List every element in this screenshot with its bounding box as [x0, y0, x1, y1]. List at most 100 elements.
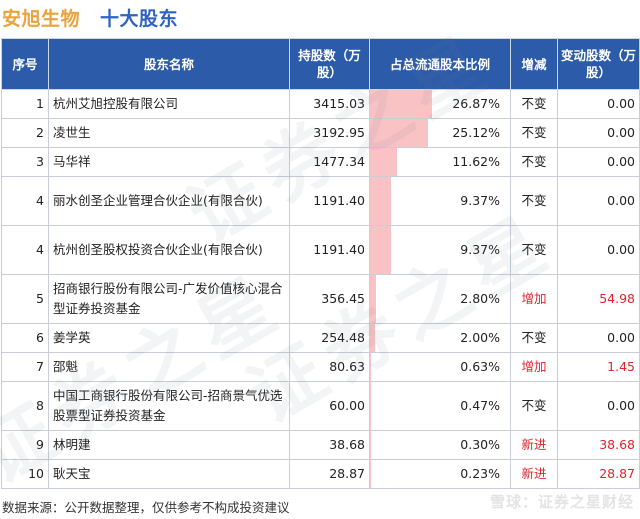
ratio-value: 0.30% [460, 437, 500, 452]
ratio-value: 9.37% [460, 242, 500, 257]
cell-change-shares: 0.00 [557, 118, 640, 148]
cell-shareholder-name: 中国工商银行股份有限公司-招商景气优选股票型证券投资基金 [48, 381, 290, 431]
ratio-bar [370, 431, 371, 459]
cell-shareholder-name: 招商银行股份有限公司-广发价值核心混合型证券投资基金 [48, 274, 290, 324]
cell-shareholder-name: 姜学英 [48, 323, 290, 353]
cell-rank: 7 [1, 352, 49, 382]
cell-ratio: 9.37% [369, 225, 511, 275]
cell-change-shares: 0.00 [557, 176, 640, 226]
cell-change: 不变 [510, 323, 558, 353]
cell-shares: 3415.03 [289, 89, 370, 119]
col-header-shares: 持股数（万股） [289, 38, 370, 90]
ratio-bar [370, 382, 372, 430]
ratio-value: 9.37% [460, 193, 500, 208]
cell-change: 新进 [510, 430, 558, 460]
ratio-value: 11.62% [452, 154, 500, 169]
ratio-bar [370, 353, 372, 381]
table-row: 2 凌世生 3192.95 25.12% 不变 0.00 [1, 118, 640, 148]
table-row: 6 姜学英 254.48 2.00% 不变 0.00 [1, 323, 640, 353]
company-title: 安旭生物 [2, 8, 81, 30]
cell-rank: 4 [1, 176, 49, 226]
cell-shares: 356.45 [289, 274, 370, 324]
ratio-bar [370, 324, 375, 352]
cell-change-shares: 54.98 [557, 274, 640, 324]
cell-shareholder-name: 杭州创圣股权投资合伙企业(有限合伙) [48, 225, 290, 275]
cell-shares: 3192.95 [289, 118, 370, 148]
table-row: 9 林明建 38.68 0.30% 新进 38.68 [1, 430, 640, 460]
cell-ratio: 0.23% [369, 459, 511, 489]
cell-shareholder-name: 邵魁 [48, 352, 290, 382]
ratio-value: 2.80% [460, 291, 500, 306]
cell-change-shares: 38.68 [557, 430, 640, 460]
cell-shareholder-name: 马华祥 [48, 147, 290, 177]
table-row: 8 中国工商银行股份有限公司-招商景气优选股票型证券投资基金 60.00 0.47% 不… [1, 381, 640, 431]
col-header-rank: 序号 [1, 38, 49, 90]
cell-shareholder-name: 耿天宝 [48, 459, 290, 489]
ratio-bar [370, 275, 377, 323]
watermark-stamp: 雪球：证券之星财经 [489, 493, 634, 511]
ratio-bar [370, 177, 392, 225]
cell-change-shares: 0.00 [557, 323, 640, 353]
cell-ratio: 2.00% [369, 323, 511, 353]
cell-change-shares: 0.00 [557, 147, 640, 177]
cell-rank: 8 [1, 381, 49, 431]
cell-change: 不变 [510, 381, 558, 431]
cell-change-shares: 0.00 [557, 89, 640, 119]
col-header-change-shares: 变动股数（万股） [557, 38, 640, 90]
cell-shares: 1191.40 [289, 176, 370, 226]
cell-ratio: 0.47% [369, 381, 511, 431]
cell-change-shares: 0.00 [557, 381, 640, 431]
cell-change: 新进 [510, 459, 558, 489]
ratio-value: 26.87% [452, 96, 500, 111]
ratio-bar [370, 226, 392, 274]
table-row: 5 招商银行股份有限公司-广发价值核心混合型证券投资基金 356.45 2.80% 增加… [1, 274, 640, 324]
ratio-value: 0.23% [460, 466, 500, 481]
cell-change: 不变 [510, 225, 558, 275]
cell-shares: 60.00 [289, 381, 370, 431]
table-row: 3 马华祥 1477.34 11.62% 不变 0.00 [1, 147, 640, 177]
cell-rank: 1 [1, 89, 49, 119]
cell-rank: 5 [1, 274, 49, 324]
cell-shares: 38.68 [289, 430, 370, 460]
cell-change-shares: 1.45 [557, 352, 640, 382]
table-body: 1 杭州艾旭控股有限公司 3415.03 26.87% 不变 0.00 2 凌世生 3192.9… [1, 89, 640, 489]
cell-ratio: 0.63% [369, 352, 511, 382]
col-header-change: 增减 [510, 38, 558, 90]
ratio-value: 0.47% [460, 398, 500, 413]
cell-shares: 28.87 [289, 459, 370, 489]
page-subtitle: 十大股东 [100, 8, 179, 30]
cell-rank: 9 [1, 430, 49, 460]
table-row: 7 邵魁 80.63 0.63% 增加 1.45 [1, 352, 640, 382]
ratio-bar [370, 119, 428, 147]
ratio-bar [370, 90, 432, 118]
cell-change: 不变 [510, 147, 558, 177]
cell-shareholder-name: 林明建 [48, 430, 290, 460]
cell-change-shares: 28.87 [557, 459, 640, 489]
col-header-name: 股东名称 [48, 38, 290, 90]
cell-rank: 10 [1, 459, 49, 489]
cell-rank: 3 [1, 147, 49, 177]
shareholders-table: 序号 股东名称 持股数（万股） 占总流通股本比例 增减 变动股数（万股） 1 杭州… [1, 38, 640, 489]
cell-ratio: 0.30% [369, 430, 511, 460]
cell-shares: 254.48 [289, 323, 370, 353]
table-row: 4 丽水创圣企业管理合伙企业(有限合伙) 1191.40 9.37% 不变 0.00 [1, 176, 640, 226]
cell-rank: 2 [1, 118, 49, 148]
cell-change: 不变 [510, 89, 558, 119]
cell-change: 不变 [510, 118, 558, 148]
table-row: 1 杭州艾旭控股有限公司 3415.03 26.87% 不变 0.00 [1, 89, 640, 119]
cell-rank: 6 [1, 323, 49, 353]
cell-change: 增加 [510, 274, 558, 324]
data-source-note: 数据来源：公开数据整理，仅供参考不构成投资建议 [2, 500, 290, 515]
col-header-ratio: 占总流通股本比例 [369, 38, 511, 90]
cell-rank: 4 [1, 225, 49, 275]
cell-change: 不变 [510, 176, 558, 226]
cell-shareholder-name: 丽水创圣企业管理合伙企业(有限合伙) [48, 176, 290, 226]
table-row: 10 耿天宝 28.87 0.23% 新进 28.87 [1, 459, 640, 489]
title-bar: 安旭生物 十大股东 [0, 0, 640, 34]
cell-ratio: 11.62% [369, 147, 511, 177]
ratio-value: 25.12% [452, 125, 500, 140]
table-row: 4 杭州创圣股权投资合伙企业(有限合伙) 1191.40 9.37% 不变 0.00 [1, 225, 640, 275]
cell-shares: 1191.40 [289, 225, 370, 275]
cell-ratio: 25.12% [369, 118, 511, 148]
table-header-row: 序号 股东名称 持股数（万股） 占总流通股本比例 增减 变动股数（万股） [1, 38, 640, 90]
